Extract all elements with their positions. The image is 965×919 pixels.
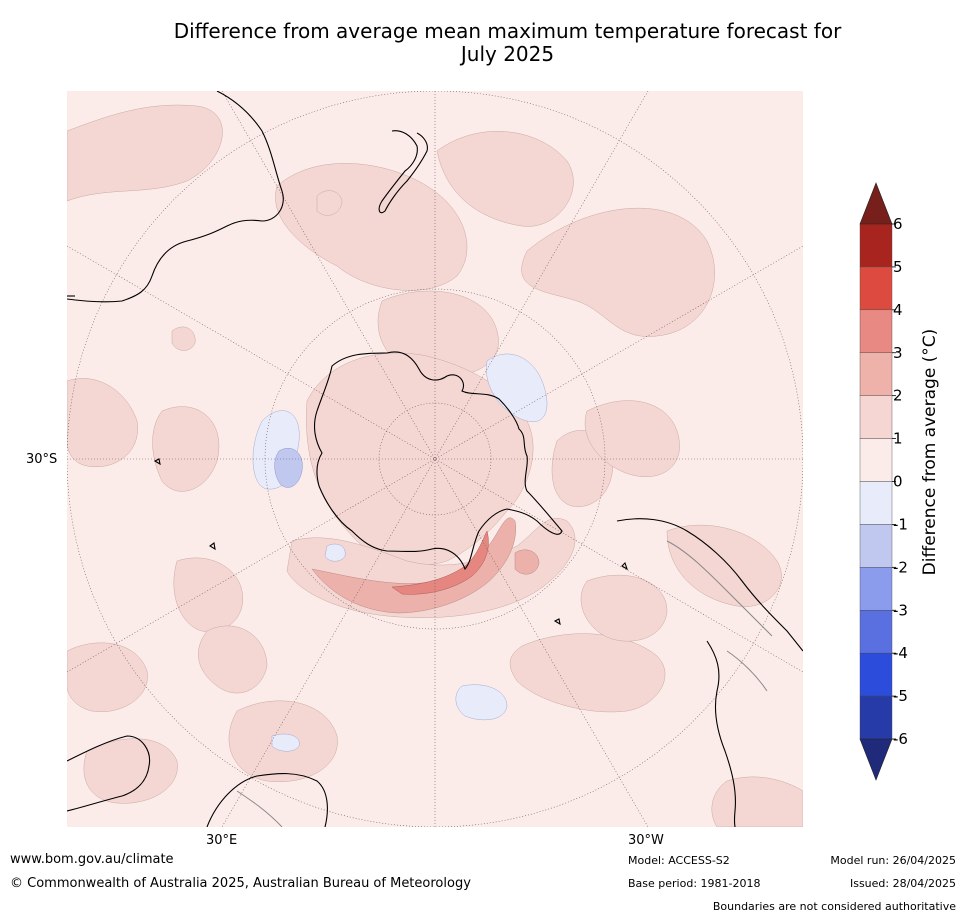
footer-website: www.bom.gov.au/climate	[10, 852, 174, 867]
colorbar-tick-label: 0	[893, 473, 903, 491]
forecast-map	[67, 91, 803, 827]
colorbar-band	[859, 610, 893, 654]
title-line-2: July 2025	[460, 42, 555, 66]
colorbar-band	[859, 309, 893, 353]
colorbar-band	[859, 652, 893, 697]
footer-model-run: Model run: 26/04/2025	[830, 854, 956, 867]
colorbar-label: Difference from average (°C)	[920, 329, 940, 576]
anomaly-band-minus-1-to-minus-2	[274, 447, 303, 488]
colorbar-band	[859, 266, 893, 311]
colorbar-ticks: 6 5 4 3 2 1 0 -1 -2 -3 -4 -5 -6	[892, 215, 908, 748]
colorbar-tick-label: -6	[893, 730, 908, 748]
footer-copyright: © Commonwealth of Australia 2025, Austra…	[10, 876, 471, 891]
footer-issued: Issued: 28/04/2025	[849, 877, 956, 890]
country-boundaries	[236, 540, 773, 827]
colorbar-tick-label: 2	[893, 387, 903, 405]
colorbar-top-arrow	[859, 182, 893, 225]
colorbar-bottom-arrow	[859, 738, 893, 781]
colorbar-band	[859, 395, 893, 439]
footer-model: Model: ACCESS-S2	[628, 854, 730, 867]
africa-coast	[67, 735, 151, 812]
anomaly-band-1-to-2	[67, 104, 803, 827]
colorbar-tick-label: -3	[893, 601, 908, 619]
australia-coast	[67, 91, 284, 303]
colorbar-tick-label: -1	[893, 515, 908, 533]
colorbar-band	[859, 352, 893, 396]
colorbar-tick-label: -4	[893, 644, 908, 662]
colorbar: 6 5 4 3 2 1 0 -1 -2 -3 -4 -5 -6 Difference from aver…	[859, 182, 940, 781]
colorbar-tick-label: -5	[893, 687, 908, 705]
latitude-label-30s: 30°S	[26, 452, 58, 467]
colorbar-tick-label: 1	[893, 430, 903, 448]
colorbar-band	[859, 438, 893, 482]
colorbar-band	[859, 481, 893, 525]
colorbar-tick-label: 6	[893, 215, 903, 233]
chart-title: Difference from average mean maximum tem…	[0, 20, 965, 66]
anomaly-band-0-to-minus-1	[252, 353, 548, 752]
footer-base-period: Base period: 1981-2018	[628, 877, 761, 890]
colorbar-tick-label: -2	[893, 558, 908, 576]
colorbar-tick-label: 5	[893, 258, 903, 276]
colorbar-tick-label: 4	[893, 301, 903, 319]
new-zealand-coast	[378, 130, 428, 214]
south-america-coast	[616, 518, 803, 652]
graticule	[67, 91, 803, 827]
colorbar-band	[859, 524, 893, 568]
colorbar-band	[859, 567, 893, 611]
antarctica-coast	[313, 351, 563, 571]
anomaly-band-2-to-3	[311, 517, 540, 614]
colorbar-bands	[859, 223, 893, 740]
anomaly-band-3-to-4	[391, 530, 489, 595]
colorbar-tick-label: 3	[893, 344, 903, 362]
longitude-label-30e: 30°E	[206, 833, 238, 848]
title-line-1: Difference from average mean maximum tem…	[173, 19, 842, 43]
coastlines	[67, 91, 803, 827]
footer-disclaimer: Boundaries are not considered authoritat…	[712, 900, 956, 913]
colorbar-band	[859, 223, 893, 268]
colorbar-band	[859, 695, 893, 740]
longitude-label-30w: 30°W	[628, 833, 664, 848]
